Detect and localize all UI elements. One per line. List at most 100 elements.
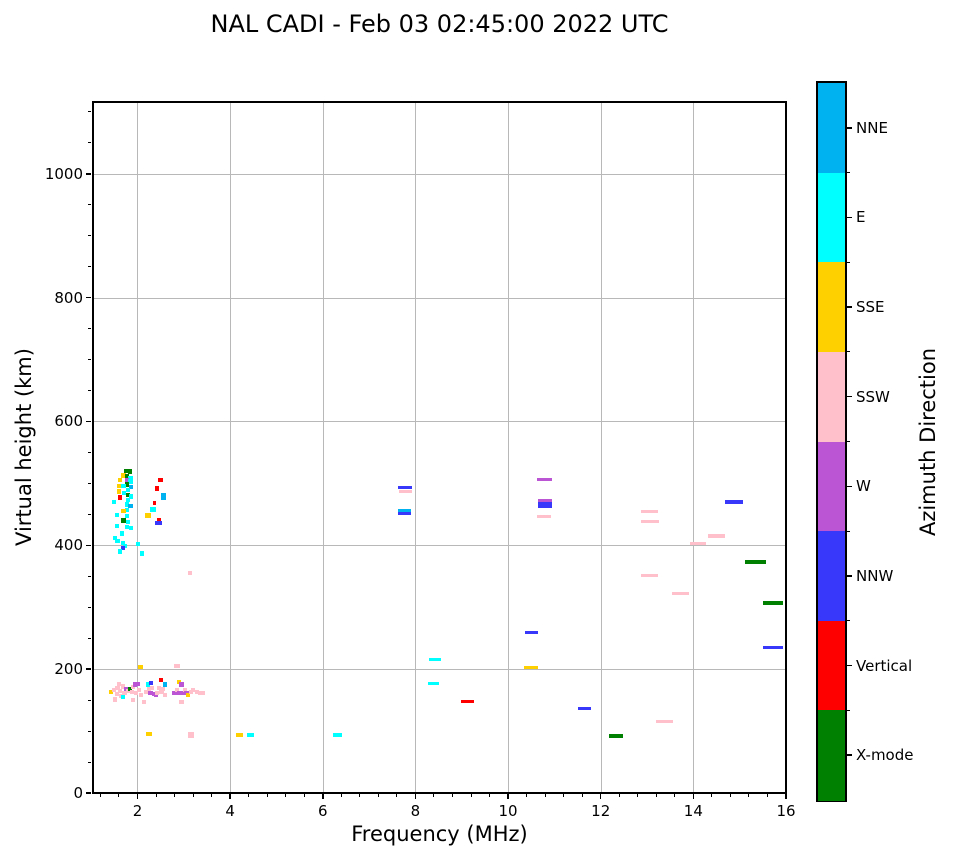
- colorbar-segment-w: [818, 441, 845, 532]
- data-point-e: [121, 694, 126, 700]
- data-point-e: [428, 681, 440, 685]
- data-point-w: [536, 477, 552, 481]
- x-minor-tick: [396, 794, 398, 797]
- data-point-x-mode: [125, 482, 130, 487]
- data-point-vertical: [158, 477, 163, 482]
- data-point-ssw: [163, 693, 168, 698]
- data-point-e: [128, 475, 133, 480]
- data-point-ssw: [182, 688, 187, 693]
- data-point-nnw: [724, 500, 744, 504]
- x-minor-tick: [766, 794, 768, 797]
- data-point-ssw: [641, 520, 659, 524]
- data-point-x-mode: [121, 518, 126, 523]
- data-point-ssw: [187, 571, 193, 576]
- data-point-e: [125, 488, 130, 493]
- x-minor-tick: [711, 794, 713, 797]
- data-point-ssw: [114, 691, 119, 697]
- data-point-nnw: [120, 545, 125, 550]
- data-point-w: [151, 691, 156, 697]
- x-tick-label: 12: [591, 802, 611, 820]
- data-point-e: [121, 483, 126, 489]
- data-point-nne: [160, 493, 167, 500]
- x-tick-label: 10: [498, 802, 518, 820]
- gridline-x-10: [508, 102, 510, 793]
- y-minor-tick: [88, 111, 91, 113]
- data-point-ssw: [194, 689, 199, 695]
- data-point-ssw: [120, 684, 125, 689]
- x-minor-tick: [451, 794, 453, 797]
- data-point-ssw: [133, 690, 139, 695]
- x-major-tick: [322, 794, 324, 799]
- data-point-w: [132, 682, 137, 687]
- y-minor-tick: [88, 761, 91, 763]
- data-point-w: [180, 691, 185, 696]
- data-point-x-mode: [127, 469, 133, 474]
- x-minor-tick: [748, 794, 750, 797]
- data-point-e: [125, 507, 130, 513]
- colorbar-segment-sse: [818, 262, 845, 353]
- gridline-x-6: [322, 102, 324, 793]
- data-point-ssw: [112, 688, 117, 693]
- colorbar-boundary-tick: [847, 261, 850, 263]
- y-minor-tick: [88, 730, 91, 732]
- data-point-ssw: [201, 690, 206, 695]
- data-point-ssw: [156, 685, 161, 690]
- x-minor-tick: [248, 794, 250, 797]
- y-major-tick: [86, 420, 91, 423]
- colorbar-tick-label: NNE: [856, 118, 888, 137]
- y-major-tick: [86, 792, 91, 794]
- data-point-e: [125, 497, 130, 503]
- data-point-sse: [121, 509, 126, 514]
- data-point-e: [120, 540, 125, 545]
- y-minor-tick: [88, 328, 91, 330]
- data-point-e: [429, 657, 442, 661]
- data-point-w: [177, 691, 182, 696]
- y-minor-tick: [88, 699, 91, 701]
- x-major-tick: [599, 794, 602, 799]
- data-point-sse: [236, 732, 243, 737]
- colorbar-major-tick: [847, 127, 852, 129]
- colorbar-major-tick: [847, 664, 852, 667]
- data-point-ssw: [656, 719, 673, 723]
- x-minor-tick: [303, 794, 305, 797]
- y-minor-tick: [88, 390, 91, 392]
- data-point-ssw: [159, 689, 164, 695]
- x-minor-tick: [674, 794, 676, 797]
- data-point-e: [119, 531, 124, 536]
- data-point-w: [179, 682, 184, 687]
- data-point-x-mode: [745, 560, 767, 564]
- x-minor-tick: [359, 794, 361, 797]
- data-point-vertical: [158, 678, 163, 683]
- colorbar-major-tick: [847, 485, 852, 488]
- data-point-ssw: [116, 681, 121, 687]
- data-point-ssw: [138, 693, 143, 698]
- y-minor-tick: [88, 482, 91, 484]
- colorbar-tick-label: W: [856, 477, 871, 496]
- data-point-sse: [186, 693, 191, 698]
- data-point-sse: [116, 489, 121, 494]
- data-point-vertical: [118, 495, 123, 500]
- data-point-ssw: [130, 684, 135, 690]
- colorbar-major-tick: [847, 575, 852, 577]
- x-minor-tick: [655, 794, 657, 797]
- data-point-ssw: [154, 690, 159, 695]
- x-tick-label: 2: [132, 802, 143, 820]
- gridline-x-12: [600, 102, 602, 793]
- data-point-ssw: [671, 592, 689, 596]
- data-point-sse: [146, 732, 153, 737]
- colorbar-segment-e: [818, 172, 845, 263]
- data-point-ssw: [117, 688, 122, 693]
- colorbar-segment-nnw: [818, 531, 845, 622]
- data-point-nne: [128, 504, 133, 509]
- data-point-sse: [138, 664, 144, 669]
- data-point-nnw: [524, 631, 538, 635]
- data-point-e: [112, 499, 117, 505]
- x-minor-tick: [266, 794, 268, 797]
- data-point-sse: [145, 513, 151, 518]
- data-point-ssw: [707, 534, 726, 538]
- colorbar-tick-label: X-mode: [856, 746, 914, 765]
- data-point-ssw: [136, 688, 141, 693]
- data-point-e: [114, 512, 119, 518]
- y-major-tick: [86, 173, 91, 175]
